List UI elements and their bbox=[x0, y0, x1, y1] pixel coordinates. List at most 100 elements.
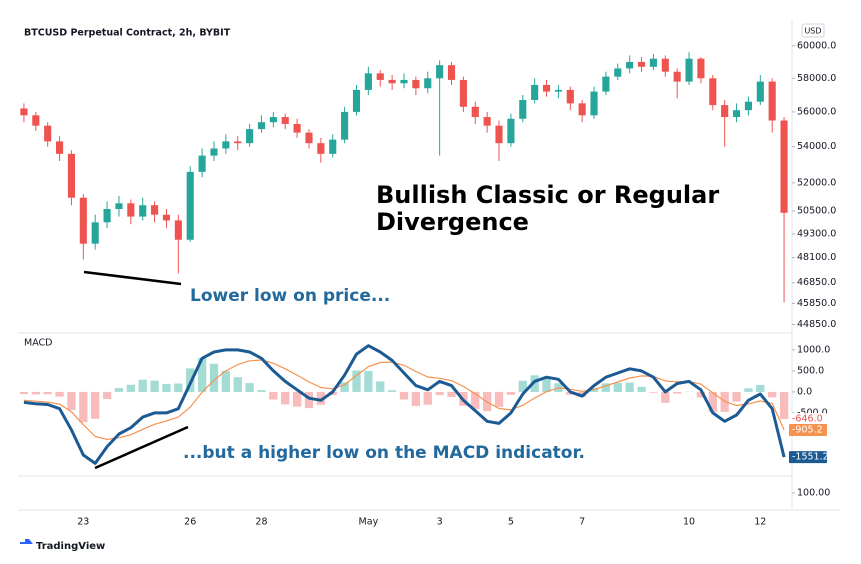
candle-body bbox=[115, 203, 123, 209]
y-tick-label: 49300.0 bbox=[797, 228, 836, 239]
y-tick-label: -500.0 bbox=[797, 407, 828, 418]
candle-body bbox=[222, 141, 230, 149]
candle-body bbox=[257, 122, 266, 130]
candle-body bbox=[756, 81, 764, 102]
y-tick-label: 56000.0 bbox=[797, 106, 836, 117]
candle-body bbox=[495, 125, 503, 144]
candle-body bbox=[364, 73, 372, 90]
histogram-bar bbox=[708, 391, 717, 413]
indicator-title: MACD bbox=[24, 338, 52, 349]
histogram-bar bbox=[625, 382, 634, 392]
histogram-bar bbox=[292, 391, 302, 407]
candle-body bbox=[198, 155, 206, 172]
last-value-badge bbox=[789, 413, 827, 426]
candle-body bbox=[685, 58, 693, 82]
x-tick-label: 10 bbox=[683, 517, 695, 528]
candle-body bbox=[20, 108, 28, 116]
macd-line bbox=[23, 344, 786, 465]
candle-body bbox=[91, 222, 99, 244]
x-tick-label: 5 bbox=[508, 517, 514, 528]
candle-body bbox=[210, 148, 218, 156]
histogram-bar bbox=[601, 383, 611, 392]
last-value-label: -1551.2 bbox=[792, 452, 829, 463]
currency: USD bbox=[804, 27, 821, 36]
histogram-bar bbox=[447, 391, 456, 397]
histogram-bar bbox=[316, 391, 326, 405]
candle-body bbox=[519, 99, 527, 119]
histogram-bar bbox=[162, 383, 171, 392]
candle-body bbox=[174, 220, 182, 240]
candle-body bbox=[305, 132, 313, 144]
currency-box[interactable] bbox=[801, 23, 825, 38]
histogram-bar bbox=[435, 391, 444, 396]
y-tick-label: 50500.0 bbox=[797, 205, 836, 216]
candle-body bbox=[139, 205, 147, 217]
histogram-bar bbox=[31, 391, 40, 395]
histogram-bar bbox=[376, 381, 385, 392]
histogram-bar bbox=[174, 383, 183, 392]
x-tick-label: May bbox=[359, 517, 379, 528]
candle-body bbox=[542, 84, 551, 92]
candle-body bbox=[780, 120, 788, 213]
candle-body bbox=[602, 76, 610, 92]
histogram-bar bbox=[779, 391, 789, 420]
histogram-bar bbox=[506, 391, 516, 395]
candle-body bbox=[329, 139, 337, 154]
histogram-bar bbox=[150, 380, 159, 392]
annotation-title: Bullish Classic or Regular bbox=[376, 181, 719, 209]
histogram-bar bbox=[197, 357, 207, 392]
histogram-bar bbox=[387, 390, 397, 392]
candle-body bbox=[768, 81, 776, 121]
candle-body bbox=[637, 61, 646, 67]
candle-body bbox=[376, 73, 384, 80]
candle-body bbox=[709, 78, 717, 106]
candle-body bbox=[151, 205, 159, 215]
candle-body bbox=[590, 91, 598, 116]
histogram-bar bbox=[19, 391, 29, 395]
histogram-bar bbox=[673, 391, 682, 394]
candle-body bbox=[673, 71, 681, 82]
last-value-label: -905.2 bbox=[792, 424, 823, 435]
y-tick-label: 58000.0 bbox=[797, 73, 836, 84]
logo-text[interactable]: TradingView bbox=[36, 541, 105, 552]
y-tick-label: 500.0 bbox=[797, 365, 824, 376]
histogram-bar bbox=[613, 382, 622, 392]
candle-body bbox=[471, 106, 479, 118]
candle-body bbox=[626, 61, 634, 69]
histogram-bar bbox=[637, 386, 646, 392]
histogram-bar bbox=[518, 380, 527, 392]
y-tick-label: 44850.0 bbox=[797, 319, 836, 330]
candle-body bbox=[341, 111, 349, 140]
histogram-bar bbox=[530, 375, 539, 392]
histogram-bar bbox=[768, 391, 777, 398]
y-tick-label: 52000.0 bbox=[797, 177, 836, 188]
trend-line bbox=[83, 270, 182, 286]
candle-body bbox=[459, 79, 467, 107]
histogram-bar bbox=[696, 391, 706, 398]
trend-line bbox=[94, 425, 189, 470]
histogram-bar bbox=[744, 388, 753, 392]
candle-body bbox=[436, 65, 444, 79]
candle-body bbox=[79, 197, 87, 244]
histogram-bar bbox=[221, 370, 231, 392]
candle-body bbox=[447, 65, 456, 80]
candle-body bbox=[317, 143, 325, 154]
candle-body bbox=[649, 58, 657, 67]
candle-body bbox=[661, 58, 669, 72]
candle-body bbox=[127, 203, 135, 217]
candle-body bbox=[67, 153, 76, 198]
y-tick-label: 0.0 bbox=[797, 386, 812, 397]
x-tick-label: 3 bbox=[437, 517, 443, 528]
candle-body bbox=[352, 89, 361, 112]
candle-body bbox=[697, 58, 705, 79]
histogram-bar bbox=[542, 377, 551, 392]
candle-body bbox=[400, 79, 408, 84]
candle-body bbox=[269, 117, 277, 123]
candle-body bbox=[103, 208, 111, 223]
logo-icon[interactable] bbox=[20, 539, 33, 544]
histogram-bar bbox=[423, 391, 432, 405]
histogram-bar bbox=[756, 384, 765, 392]
histogram-bar bbox=[649, 391, 658, 393]
